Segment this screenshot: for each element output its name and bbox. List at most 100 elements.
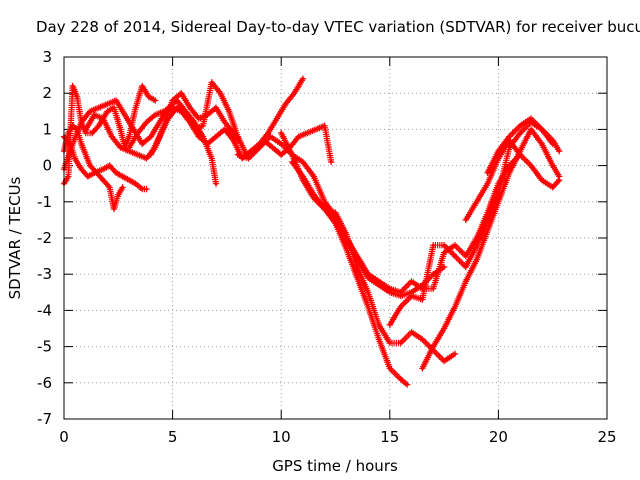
data-point xyxy=(158,135,162,139)
data-point xyxy=(366,305,370,309)
data-point xyxy=(114,171,118,175)
data-point xyxy=(136,131,140,135)
data-point xyxy=(486,171,490,175)
data-point xyxy=(366,290,370,294)
data-point xyxy=(275,117,279,121)
data-marks xyxy=(60,75,563,388)
data-point xyxy=(158,120,162,124)
data-point xyxy=(518,124,522,128)
chart-title: Day 228 of 2014, Sidereal Day-to-day VTE… xyxy=(36,18,640,36)
data-point xyxy=(410,290,414,294)
data-point xyxy=(84,153,88,157)
data-point xyxy=(108,164,112,168)
x-tick-label: 25 xyxy=(597,428,616,446)
data-point xyxy=(197,117,201,121)
data-point xyxy=(236,153,240,157)
data-point xyxy=(210,156,214,160)
data-point xyxy=(297,135,301,139)
data-point xyxy=(486,182,490,186)
data-point xyxy=(540,142,544,146)
data-point xyxy=(145,120,149,124)
data-point xyxy=(323,200,327,204)
data-point xyxy=(268,135,272,139)
data-point xyxy=(123,113,127,117)
data-point xyxy=(399,341,403,345)
series-marks xyxy=(462,137,563,224)
data-point xyxy=(540,178,544,182)
data-point xyxy=(127,146,131,149)
data-point xyxy=(529,117,533,121)
data-point xyxy=(121,174,125,178)
data-point xyxy=(108,185,112,189)
data-point xyxy=(551,164,555,168)
data-point xyxy=(453,305,457,309)
data-point xyxy=(464,254,468,258)
series-trace-12 xyxy=(386,119,563,329)
data-point xyxy=(290,153,294,157)
data-point xyxy=(529,127,533,131)
data-point xyxy=(496,200,500,204)
data-point xyxy=(557,174,561,178)
series-marks xyxy=(386,119,563,329)
data-point xyxy=(399,377,403,381)
data-point xyxy=(475,258,479,262)
data-point xyxy=(377,323,381,327)
data-point xyxy=(105,102,109,106)
data-point xyxy=(507,171,511,175)
data-point xyxy=(145,187,149,191)
data-point xyxy=(227,109,231,113)
data-point xyxy=(236,135,240,139)
data-point xyxy=(290,160,294,164)
data-point xyxy=(134,182,138,186)
data-point xyxy=(192,120,196,124)
data-point xyxy=(486,229,490,233)
data-point xyxy=(201,124,205,128)
data-point xyxy=(171,98,175,102)
x-tick-label: 0 xyxy=(59,428,69,446)
data-point xyxy=(171,106,175,110)
data-point xyxy=(97,124,101,128)
data-point xyxy=(166,117,170,121)
data-point xyxy=(344,236,348,240)
x-tick-label: 15 xyxy=(380,428,399,446)
data-point xyxy=(149,153,153,157)
data-point xyxy=(101,167,105,171)
data-point xyxy=(355,254,359,258)
data-point xyxy=(257,146,261,149)
data-point xyxy=(110,135,114,139)
data-point xyxy=(334,211,337,215)
data-point xyxy=(529,164,533,168)
data-point xyxy=(305,131,309,135)
data-point xyxy=(214,182,218,186)
data-point xyxy=(301,77,305,81)
data-point xyxy=(507,135,511,139)
data-point xyxy=(496,149,500,153)
data-point xyxy=(66,174,70,178)
data-point xyxy=(175,106,179,110)
series-trace-7 xyxy=(147,79,335,166)
data-point xyxy=(284,102,288,106)
y-tick-label: 2 xyxy=(42,84,52,102)
data-point xyxy=(86,174,90,178)
data-point xyxy=(132,127,136,131)
data-point xyxy=(279,153,283,157)
y-axis-label: SDTVAR / TECUs xyxy=(6,176,24,299)
data-point xyxy=(116,193,120,197)
data-point xyxy=(84,127,88,131)
data-point xyxy=(279,131,283,135)
data-point xyxy=(366,272,370,276)
data-point xyxy=(112,106,116,110)
y-tick-label: -6 xyxy=(37,374,52,392)
data-point xyxy=(388,290,392,294)
data-point xyxy=(557,149,561,153)
data-point xyxy=(101,117,105,121)
data-point xyxy=(323,207,327,211)
y-tick-label: -3 xyxy=(37,265,52,283)
data-point xyxy=(140,187,144,191)
data-point xyxy=(518,131,522,135)
data-point xyxy=(344,232,348,236)
data-point xyxy=(431,345,435,349)
data-point xyxy=(88,164,92,168)
data-point xyxy=(73,156,77,160)
